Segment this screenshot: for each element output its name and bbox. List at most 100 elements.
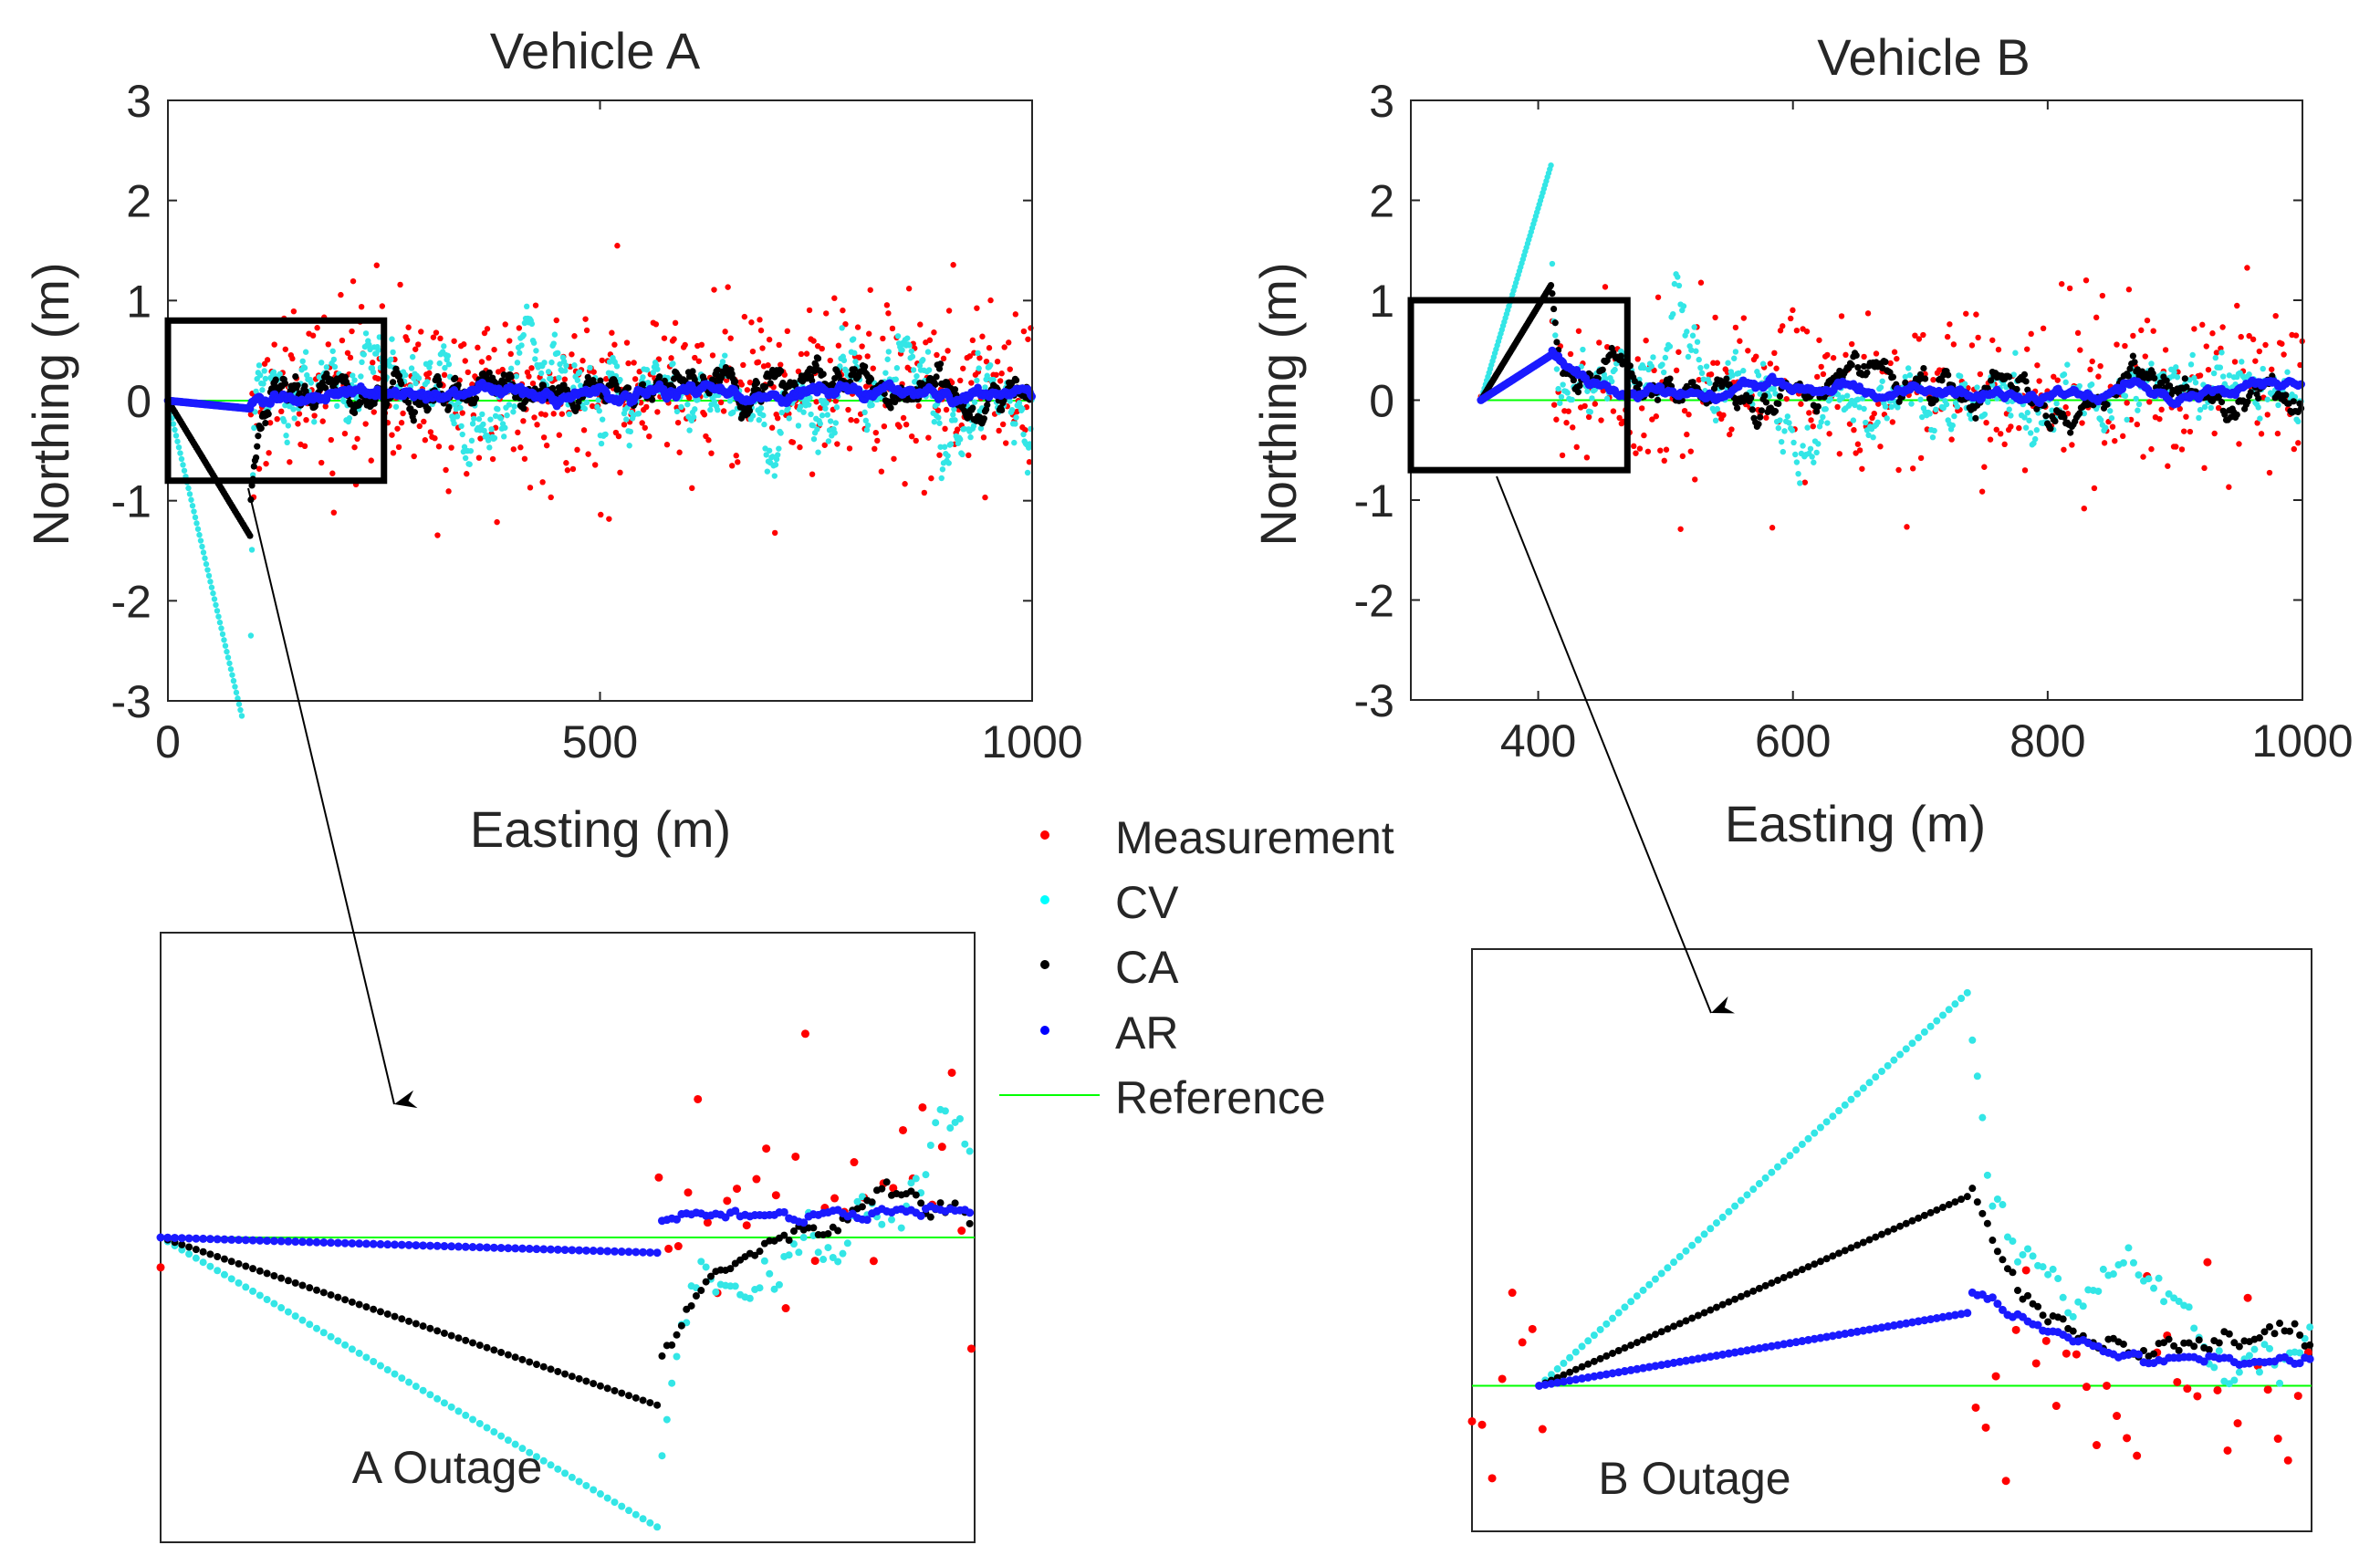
ca-point (272, 376, 279, 383)
cv-point (840, 357, 848, 364)
cv-point (587, 364, 593, 371)
ca-point (2076, 410, 2083, 417)
cv-point (2097, 417, 2104, 423)
cv-point (2260, 365, 2266, 372)
cv-point (862, 417, 869, 424)
measurement-point (400, 410, 406, 417)
cv-point (2197, 406, 2204, 413)
cv-point (627, 428, 634, 435)
cv-point (213, 601, 219, 609)
measurement-point (827, 357, 833, 364)
measurement-point (2101, 440, 2108, 446)
cv-point (281, 418, 287, 424)
cv-point (869, 402, 875, 409)
measurement-point (974, 305, 980, 311)
measurement-point (590, 369, 597, 375)
measurement-point (1948, 436, 1955, 443)
cv-point (442, 364, 448, 371)
cv-point (707, 406, 714, 413)
cv-point (623, 416, 630, 423)
measurement-point (1767, 360, 1774, 367)
measurement-point (1780, 323, 1786, 329)
cv-point (208, 584, 215, 590)
cv-point (388, 356, 394, 363)
cv-point (2295, 418, 2302, 425)
ca-point (1547, 281, 1555, 289)
measurement-point (564, 467, 571, 474)
measurement-point (2091, 485, 2098, 492)
vehicle-b-series (1477, 162, 2306, 532)
cv-point (1926, 411, 1933, 417)
cv-point (180, 462, 186, 468)
x-tick-label: 400 (1500, 715, 1576, 767)
y-tick-label: 3 (1369, 76, 1394, 127)
vehicle-a-series (163, 243, 1037, 719)
cv-point (2122, 392, 2129, 400)
measurement-point (390, 450, 397, 456)
ca-point (812, 361, 819, 370)
cv-point (795, 423, 802, 429)
measurement-point (957, 377, 964, 384)
measurement-point (2120, 433, 2126, 440)
cv-point (825, 438, 832, 444)
ca-point (732, 378, 739, 385)
cv-point (598, 440, 605, 447)
measurement-point (692, 354, 698, 361)
cv-point (967, 433, 974, 441)
measurement-point (1644, 448, 1652, 454)
cv-point (673, 408, 681, 415)
ca-point (435, 376, 443, 383)
measurement-point (1793, 327, 1801, 334)
cv-point (200, 549, 207, 556)
measurement-point (1753, 353, 1759, 360)
cv-point (174, 438, 181, 444)
measurement-point (908, 433, 915, 440)
cv-point (763, 452, 769, 458)
measurement-point (1846, 421, 1853, 427)
measurement-point (2114, 341, 2120, 348)
measurement-point (1859, 465, 1865, 472)
cv-point (1781, 428, 1788, 434)
cv-point (563, 362, 569, 369)
y-tick-label: 2 (126, 176, 151, 227)
measurement-point (1728, 426, 1735, 433)
measurement-point (1875, 401, 1882, 407)
measurement-point (864, 353, 871, 360)
measurement-point (810, 338, 817, 344)
measurement-point (654, 409, 661, 415)
cv-point (908, 348, 914, 354)
measurement-point (550, 411, 557, 417)
measurement-point (290, 308, 298, 315)
ca-point (292, 372, 299, 381)
ca-point (2233, 411, 2240, 419)
measurement-point (1679, 453, 1686, 460)
ca-point (500, 371, 507, 379)
measurement-point (1920, 331, 1926, 339)
y-tick-label: -2 (1354, 576, 1394, 627)
measurement-point (674, 419, 682, 426)
cv-point (2031, 435, 2039, 443)
cv-point (814, 426, 820, 433)
cv-point (502, 424, 508, 431)
measurement-point (1977, 371, 1984, 378)
measurement-point (866, 330, 872, 337)
ca-point (389, 379, 397, 386)
cv-point (970, 423, 977, 429)
cv-point (533, 348, 539, 354)
cv-point (2062, 379, 2069, 386)
measurement-point (781, 371, 788, 378)
vehicle-b-title: Vehicle B (1817, 28, 2030, 86)
measurement-point (271, 341, 277, 348)
cv-point (595, 397, 601, 403)
measurement-point (806, 307, 813, 314)
measurement-point (322, 403, 329, 410)
cv-point (778, 430, 784, 436)
measurement-point (441, 371, 448, 379)
cv-point (1736, 370, 1742, 377)
measurement-point (256, 465, 263, 472)
cv-point (495, 406, 501, 412)
measurement-point (915, 402, 922, 410)
measurement-point (668, 355, 674, 361)
cv-point (486, 444, 493, 451)
